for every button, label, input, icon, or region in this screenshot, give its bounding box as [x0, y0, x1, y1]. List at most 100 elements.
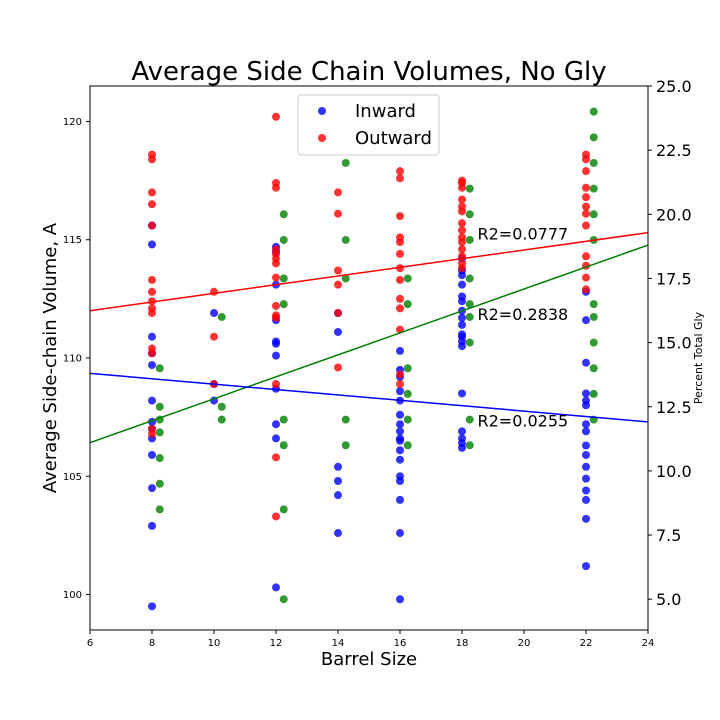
- outward-point: [582, 202, 590, 211]
- inward-point: [272, 420, 280, 429]
- outward-point: [582, 183, 590, 192]
- inward-point: [582, 462, 590, 471]
- outward-point: [458, 259, 466, 268]
- y2-tick-label: 10.0: [656, 462, 692, 481]
- y2-tick-label: 7.5: [656, 526, 681, 545]
- y2-tick-label: 25.0: [656, 77, 692, 96]
- x-tick-label: 18: [456, 638, 469, 649]
- gly-point: [279, 595, 288, 604]
- outward-point: [148, 344, 156, 353]
- outward-point: [396, 380, 404, 389]
- x-tick-label: 20: [518, 638, 531, 649]
- gly-point: [155, 505, 164, 514]
- y2-ticks: 5.0 7.5 10.0 12.5 15.0 17.5 20.0 22.5 25.0: [648, 77, 692, 609]
- gly-point: [403, 300, 412, 309]
- outward-point: [458, 219, 466, 228]
- r2-annotation: R2=0.0777: [478, 225, 569, 244]
- gly-point: [465, 312, 474, 321]
- inward-point: [582, 562, 590, 571]
- inward-point: [210, 309, 218, 318]
- outward-point: [272, 245, 280, 254]
- inward-point: [458, 320, 466, 329]
- inward-point: [334, 476, 342, 485]
- outward-point: [272, 273, 280, 282]
- gly-point: [465, 338, 474, 347]
- y2-tick-label: 17.5: [656, 269, 692, 288]
- outward-point: [334, 266, 342, 275]
- inward-point: [334, 529, 342, 538]
- outward-point: [396, 233, 404, 242]
- inward-point: [458, 280, 466, 289]
- gly-point: [279, 210, 288, 219]
- y-tick-label: 105: [63, 472, 82, 483]
- gly-point: [465, 274, 474, 283]
- inward-point: [458, 389, 466, 398]
- gly-point: [465, 415, 474, 424]
- x-axis-label: Barrel Size: [321, 649, 417, 670]
- gly-point: [403, 274, 412, 283]
- y2-axis-label: Percent Total Gly: [692, 311, 705, 404]
- gly-point: [589, 364, 598, 373]
- inward-point: [334, 327, 342, 336]
- inward-point: [396, 529, 404, 538]
- x-tick-label: 12: [270, 638, 283, 649]
- gly-point: [279, 505, 288, 514]
- outward-point: [396, 275, 404, 284]
- points-layer: [148, 107, 598, 611]
- gly-point: [155, 479, 164, 488]
- gly-point: [217, 312, 226, 321]
- gly-point: [279, 235, 288, 244]
- gly-point: [589, 300, 598, 309]
- inward-point: [582, 495, 590, 504]
- inward-point: [582, 396, 590, 405]
- outward-point: [272, 311, 280, 320]
- outward-point: [334, 280, 342, 289]
- inward-point: [582, 450, 590, 459]
- inward-point: [148, 450, 156, 459]
- inward-point: [272, 434, 280, 443]
- inward-point: [148, 240, 156, 249]
- r2-annotation: R2=0.0255: [478, 412, 569, 431]
- fit-line-inward: [89, 372, 649, 423]
- outward-point: [272, 380, 280, 389]
- y-tick-label: 100: [63, 590, 82, 601]
- outward-point: [148, 297, 156, 306]
- x-tick-label: 8: [149, 638, 155, 649]
- outward-point: [210, 332, 218, 341]
- outward-point: [458, 176, 466, 185]
- fit-lines-layer: [89, 231, 649, 444]
- y2-tick-label: 20.0: [656, 205, 692, 224]
- inward-point: [272, 351, 280, 360]
- outward-point: [210, 287, 218, 296]
- outward-point: [582, 252, 590, 261]
- outward-point: [148, 304, 156, 313]
- outward-point: [458, 226, 466, 235]
- gly-point: [589, 158, 598, 167]
- inward-point: [396, 410, 404, 419]
- annotations-layer: R2=0.0777 R2=0.2838 R2=0.0255: [478, 225, 569, 431]
- plot-frame: [89, 85, 649, 631]
- legend-marker-outward: [318, 134, 326, 142]
- outward-point: [396, 304, 404, 313]
- gly-point: [279, 415, 288, 424]
- gly-point: [403, 415, 412, 424]
- x-tick-label: 24: [642, 638, 655, 649]
- outward-point: [334, 363, 342, 372]
- gly-point: [589, 338, 598, 347]
- gly-point: [589, 133, 598, 142]
- outward-point: [272, 178, 280, 187]
- outward-point: [148, 424, 156, 433]
- y2-tick-label: 22.5: [656, 141, 692, 160]
- x-tick-label: 6: [87, 638, 93, 649]
- inward-point: [396, 495, 404, 504]
- gly-point: [155, 402, 164, 411]
- gly-point: [155, 454, 164, 463]
- gly-point: [341, 235, 350, 244]
- outward-point: [396, 212, 404, 221]
- inward-point: [148, 484, 156, 493]
- x-tick-label: 16: [394, 638, 407, 649]
- outward-point: [334, 309, 342, 318]
- x-ticks: 6 8 10 12 14 16 18 20 22 24: [87, 630, 655, 649]
- inward-point: [582, 474, 590, 483]
- x-tick-label: 14: [332, 638, 345, 649]
